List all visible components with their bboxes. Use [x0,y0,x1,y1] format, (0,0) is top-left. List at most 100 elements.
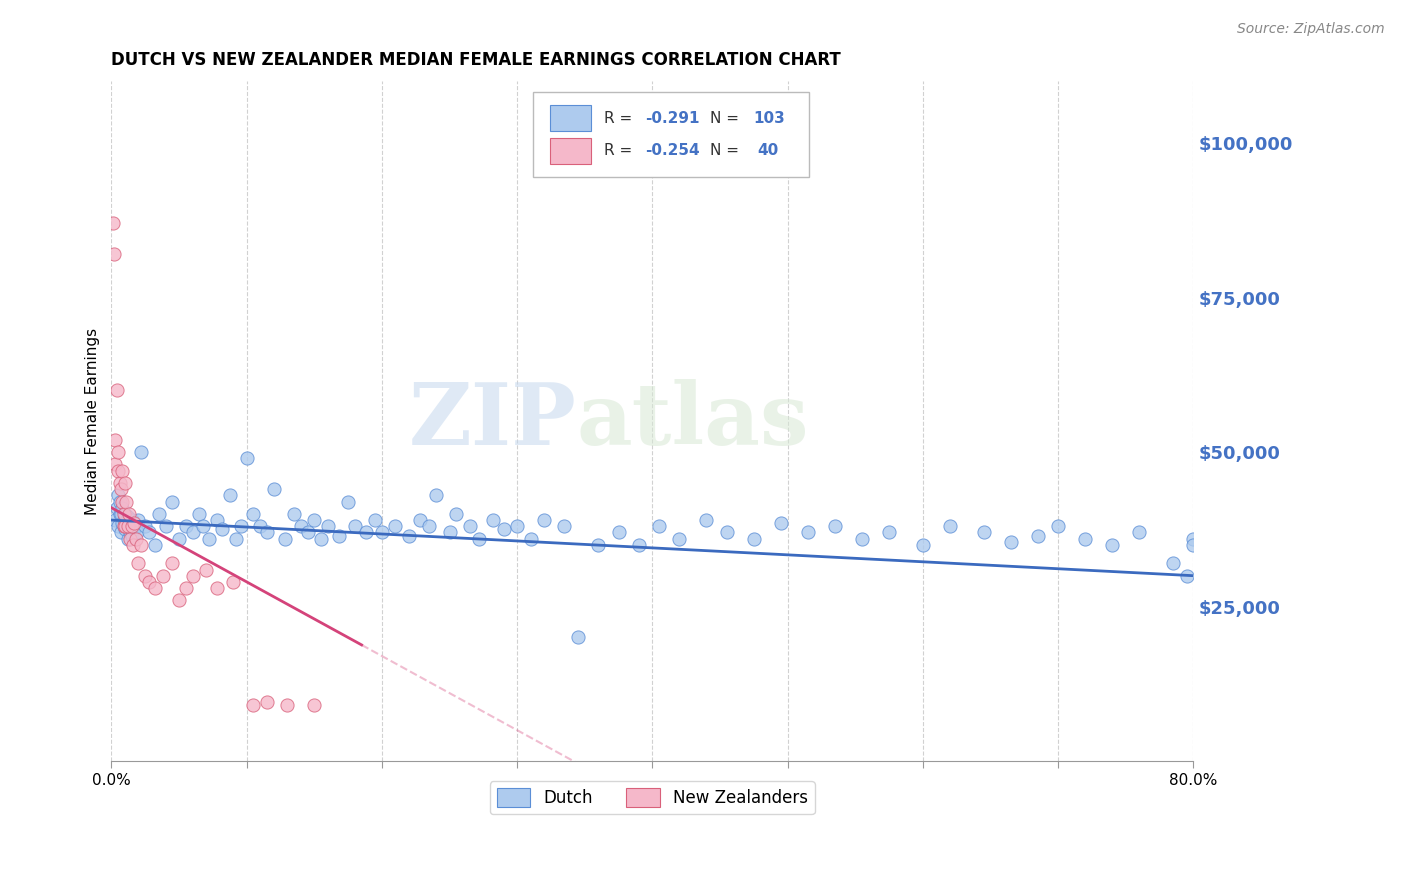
Point [439,525,461,540]
Point [108,475,131,490]
Point [118,507,141,521]
Point [337,494,360,508]
Point [101,217,124,231]
Point [249,519,271,533]
Point [108,494,131,508]
Point [354,525,377,540]
Point [104,458,127,472]
Point [114,519,136,533]
Point [162,557,184,571]
Point [231,519,253,533]
Point [107,445,129,459]
Point [104,433,127,447]
Point [127,513,149,527]
Point [122,538,145,552]
Point [117,519,139,533]
Point [117,532,139,546]
Point [197,532,219,546]
Point [607,525,630,540]
Point [458,519,481,533]
Point [797,525,820,540]
Point [125,532,148,546]
Point [553,519,575,533]
Point [155,519,177,533]
Point [138,525,160,540]
Point [481,513,503,527]
FancyBboxPatch shape [533,92,810,177]
Point [129,445,152,459]
Point [256,525,278,540]
Point [111,516,134,531]
Point [195,562,218,576]
Point [127,525,149,540]
Point [120,525,142,540]
Text: 103: 103 [754,111,785,126]
Text: N =: N = [710,111,738,126]
Point [114,522,136,536]
Point [242,698,264,713]
Point [121,519,143,533]
Point [304,698,326,713]
Point [1175,568,1198,582]
Point [1026,528,1049,542]
Point [384,519,406,533]
Y-axis label: Median Female Earnings: Median Female Earnings [86,327,100,515]
Point [297,525,319,540]
Point [492,522,515,536]
Point [446,507,468,521]
Point [1128,525,1150,540]
Point [276,698,298,713]
Point [110,525,132,540]
Point [343,519,366,533]
Point [148,507,170,521]
Point [1182,532,1205,546]
Point [143,581,166,595]
Point [111,500,134,515]
Point [114,475,136,490]
Point [118,519,141,533]
Text: -0.291: -0.291 [645,111,699,126]
Point [273,532,295,546]
Point [1182,538,1205,552]
Point [112,519,135,533]
Point [112,507,135,521]
Point [205,581,228,595]
Point [188,507,211,521]
Point [107,519,129,533]
Point [304,513,326,527]
Point [256,695,278,709]
Point [939,519,962,533]
Legend: Dutch, New Zealanders: Dutch, New Zealanders [491,781,814,814]
Point [1000,534,1022,549]
Point [519,532,541,546]
Point [162,494,184,508]
Point [648,519,671,533]
Point [110,482,132,496]
Point [115,494,138,508]
Point [107,464,129,478]
Point [108,507,131,521]
Bar [550,137,591,163]
Point [181,525,204,540]
Point [115,519,138,533]
Point [121,513,143,527]
Point [121,528,143,542]
Text: atlas: atlas [576,379,808,463]
Point [125,519,148,533]
Point [533,513,555,527]
Point [506,519,529,533]
Point [110,507,132,521]
Point [104,513,127,527]
Point [174,519,197,533]
Text: Source: ZipAtlas.com: Source: ZipAtlas.com [1237,22,1385,37]
Point [127,557,149,571]
Point [129,538,152,552]
Text: -0.254: -0.254 [645,144,699,158]
Point [222,574,245,589]
Point [627,538,650,552]
Text: DUTCH VS NEW ZEALANDER MEDIAN FEMALE EARNINGS CORRELATION CHART: DUTCH VS NEW ZEALANDER MEDIAN FEMALE EAR… [111,51,841,69]
Point [309,532,332,546]
Point [824,519,846,533]
Point [742,532,765,546]
Point [111,494,134,508]
